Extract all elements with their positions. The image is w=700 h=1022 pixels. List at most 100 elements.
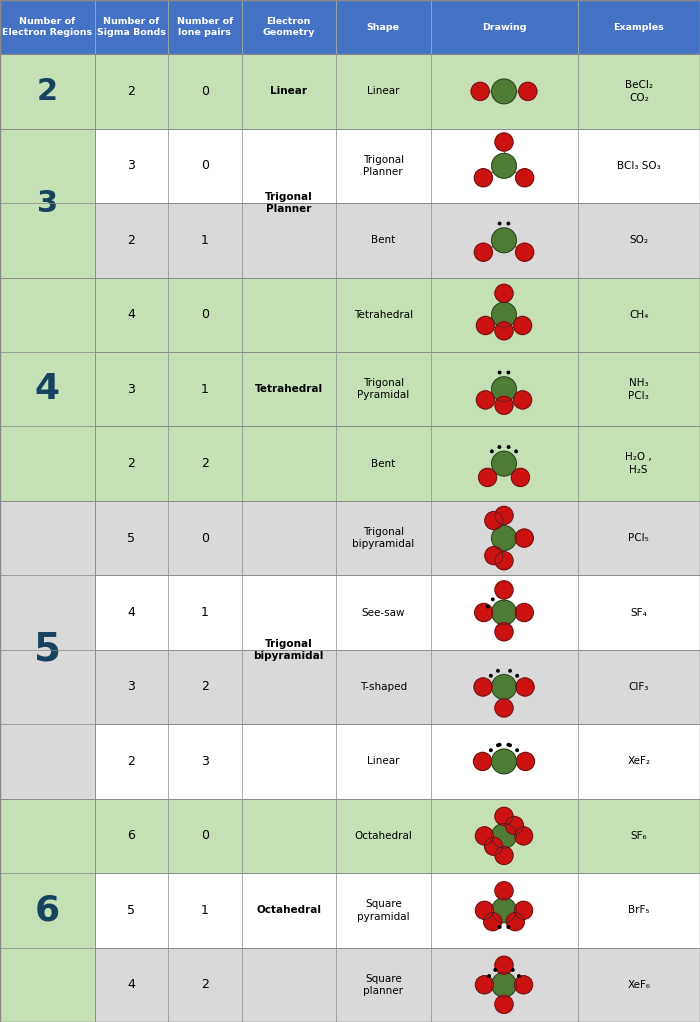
Text: SF₄: SF₄ xyxy=(631,607,647,617)
Circle shape xyxy=(514,390,531,409)
Circle shape xyxy=(477,390,494,409)
Text: H₂O ,
H₂S: H₂O , H₂S xyxy=(625,452,652,475)
Circle shape xyxy=(475,976,493,993)
Circle shape xyxy=(495,397,513,414)
Circle shape xyxy=(475,243,492,262)
Text: 0: 0 xyxy=(201,309,209,321)
Bar xyxy=(94,947,700,1022)
Circle shape xyxy=(489,675,492,677)
Circle shape xyxy=(498,223,501,225)
Text: XeF₂: XeF₂ xyxy=(627,756,650,766)
Text: 2: 2 xyxy=(127,755,135,768)
Text: 5: 5 xyxy=(127,903,135,917)
Text: Linear: Linear xyxy=(367,87,400,96)
Circle shape xyxy=(491,377,517,402)
Bar xyxy=(0,54,94,129)
Text: Octahedral: Octahedral xyxy=(354,831,412,841)
Text: See-saw: See-saw xyxy=(361,607,405,617)
Circle shape xyxy=(491,525,517,551)
Text: Examples: Examples xyxy=(613,22,664,32)
Text: Trigonal
Pyramidal: Trigonal Pyramidal xyxy=(357,378,410,401)
Circle shape xyxy=(495,322,513,340)
Circle shape xyxy=(506,913,524,931)
Circle shape xyxy=(471,83,489,100)
Bar xyxy=(0,501,94,798)
Circle shape xyxy=(519,83,537,100)
Text: PCl₅: PCl₅ xyxy=(629,533,649,543)
Text: 1: 1 xyxy=(201,903,209,917)
Text: 4: 4 xyxy=(35,372,60,406)
Circle shape xyxy=(491,600,517,624)
Circle shape xyxy=(507,223,510,225)
Text: 3: 3 xyxy=(201,755,209,768)
Circle shape xyxy=(491,450,493,453)
Text: BrF₅: BrF₅ xyxy=(628,905,650,916)
Text: 4: 4 xyxy=(127,978,135,991)
Circle shape xyxy=(497,744,499,746)
Text: 2: 2 xyxy=(201,978,209,991)
Bar xyxy=(94,725,700,798)
Text: 2: 2 xyxy=(36,77,58,106)
Circle shape xyxy=(512,969,514,971)
Circle shape xyxy=(495,622,513,641)
Circle shape xyxy=(495,807,513,826)
Circle shape xyxy=(473,752,491,771)
Text: 0: 0 xyxy=(201,159,209,173)
Text: Linear: Linear xyxy=(367,756,400,766)
Text: XeF₆: XeF₆ xyxy=(627,980,650,989)
Text: Linear: Linear xyxy=(270,87,307,96)
Bar xyxy=(94,129,700,203)
Circle shape xyxy=(486,605,489,608)
Text: 2: 2 xyxy=(201,681,209,694)
Circle shape xyxy=(516,678,534,696)
Bar xyxy=(94,873,700,947)
Bar xyxy=(0,0,700,54)
Text: 0: 0 xyxy=(201,531,209,545)
Text: Number of
Sigma Bonds: Number of Sigma Bonds xyxy=(97,17,166,37)
Circle shape xyxy=(477,317,494,334)
Circle shape xyxy=(484,913,502,931)
Circle shape xyxy=(517,752,535,771)
Bar xyxy=(94,54,700,129)
Circle shape xyxy=(491,79,517,104)
Text: Drawing: Drawing xyxy=(482,22,526,32)
Text: SF₆: SF₆ xyxy=(631,831,647,841)
Circle shape xyxy=(494,969,496,971)
Circle shape xyxy=(479,468,496,486)
Text: Electron
Geometry: Electron Geometry xyxy=(262,17,315,37)
Text: 6: 6 xyxy=(127,830,135,842)
Text: Tetrahedral: Tetrahedral xyxy=(255,384,323,394)
Circle shape xyxy=(495,133,513,151)
Circle shape xyxy=(495,995,513,1014)
Text: Bent: Bent xyxy=(371,235,395,245)
Text: 2: 2 xyxy=(127,234,135,246)
Circle shape xyxy=(498,743,501,746)
Circle shape xyxy=(475,169,492,187)
Circle shape xyxy=(509,669,511,672)
Circle shape xyxy=(516,749,519,751)
Text: BCl₃ SO₃: BCl₃ SO₃ xyxy=(617,160,661,171)
Circle shape xyxy=(515,529,533,547)
Bar xyxy=(94,352,700,426)
Circle shape xyxy=(512,468,529,486)
Bar xyxy=(94,650,700,725)
Text: Bent: Bent xyxy=(371,459,395,469)
Circle shape xyxy=(507,371,510,374)
Text: 3: 3 xyxy=(127,382,135,396)
Circle shape xyxy=(495,846,513,865)
Circle shape xyxy=(514,901,533,920)
Circle shape xyxy=(491,675,517,699)
Circle shape xyxy=(516,243,533,262)
Text: Trigonal
bipyramidal: Trigonal bipyramidal xyxy=(253,639,324,661)
Circle shape xyxy=(489,749,492,751)
Text: 4: 4 xyxy=(127,309,135,321)
Circle shape xyxy=(495,506,513,524)
Text: 2: 2 xyxy=(201,457,209,470)
Circle shape xyxy=(495,699,513,717)
Text: Octahedral: Octahedral xyxy=(256,905,321,916)
Text: 1: 1 xyxy=(201,382,209,396)
Circle shape xyxy=(491,598,494,601)
Text: CH₄: CH₄ xyxy=(629,310,648,320)
Text: BeCl₂
CO₂: BeCl₂ CO₂ xyxy=(624,80,652,103)
Text: Trigonal
bipyramidal: Trigonal bipyramidal xyxy=(352,527,414,549)
